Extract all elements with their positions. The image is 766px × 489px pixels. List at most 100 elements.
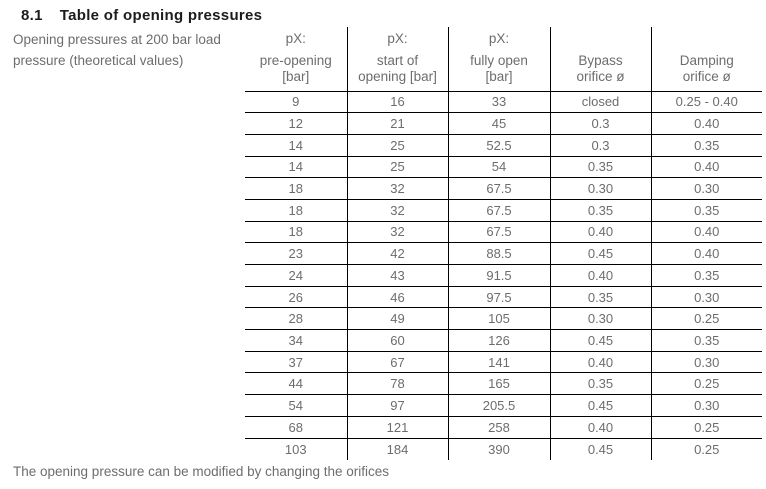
table-cell: 0.35 [549, 198, 651, 222]
table-cell: 103 [245, 437, 347, 460]
header-sub-line2: [bar] [282, 69, 310, 84]
table-row: 12 21 45 0.3 0.40 [245, 112, 762, 135]
table-cell: 105 [447, 307, 550, 330]
table-row: 18 32 67.5 0.40 0.40 [245, 220, 762, 243]
table-cell: closed [549, 90, 651, 113]
header-sub-line1: pre-opening [259, 53, 332, 68]
table-cell: 0.30 [549, 177, 651, 200]
table-cell: 0.30 [650, 350, 762, 373]
table-cell: 0.25 [650, 307, 762, 330]
table-cell: 258 [447, 415, 550, 438]
table-cell: 0.25 [650, 372, 762, 395]
table-cell: 14 [245, 133, 347, 157]
header-px-label: pX: [285, 31, 306, 46]
table-row: 26 46 97.5 0.35 0.30 [245, 285, 762, 308]
table-cell: 21 [346, 112, 448, 135]
table-cell: 32 [346, 177, 448, 200]
table-cell: 0.35 [549, 372, 651, 395]
table-row: 34 60 126 0.45 0.35 [245, 329, 762, 352]
table-description: Opening pressures at 200 bar load pressu… [13, 29, 221, 71]
table-cell: 141 [447, 350, 550, 373]
header-sub-line1: Bypass [578, 53, 623, 68]
table-cell: 49 [346, 307, 448, 330]
table-cell: 25 [346, 133, 448, 157]
table-cell: 67.5 [447, 220, 550, 243]
table-cell: 91.5 [447, 264, 550, 287]
table-cell: 14 [245, 155, 347, 178]
table-cell: 0.35 [549, 155, 651, 178]
table-cell: 184 [346, 437, 448, 460]
table-cell: 0.45 [549, 437, 651, 460]
table-cell: 0.45 [549, 242, 651, 265]
table-cell: 165 [447, 372, 550, 395]
table-cell: 88.5 [447, 242, 550, 265]
section-title: Table of opening pressures [59, 7, 263, 24]
header-bypass-orifice: Bypass orifice ø [549, 27, 651, 91]
table-cell: 0.30 [650, 394, 762, 417]
table-cell: 0.3 [549, 112, 651, 135]
table-cell: 0.35 [650, 133, 762, 157]
table-cell: 12 [245, 112, 347, 135]
table-cell: 0.30 [650, 285, 762, 308]
table-cell: 0.35 [650, 198, 762, 222]
table-cell: 32 [346, 198, 448, 222]
table-cell: 9 [245, 90, 347, 113]
table-cell: 44 [245, 372, 347, 395]
table-cell: 52.5 [447, 133, 550, 157]
table-cell: 390 [447, 437, 550, 460]
header-fully-open: pX: fully open [bar] [447, 27, 550, 91]
table-cell: 0.40 [650, 220, 762, 243]
table-cell: 24 [245, 264, 347, 287]
table-row: 14 25 52.5 0.3 0.35 [245, 133, 762, 157]
table-cell: 32 [346, 220, 448, 243]
table-cell: 0.35 [650, 329, 762, 352]
header-sub-line2: orifice ø [682, 69, 731, 84]
table-row: 44 78 165 0.35 0.25 [245, 372, 762, 395]
header-sub-line2: [bar] [485, 69, 513, 84]
table-cell: 0.40 [650, 112, 762, 135]
table-row: 14 25 54 0.35 0.40 [245, 155, 762, 178]
table-row: 28 49 105 0.30 0.25 [245, 307, 762, 330]
table-cell: 0.45 [549, 394, 651, 417]
table-body: 9 16 33 closed 0.25 - 0.40 12 21 45 0.3 0.40 14 25 5… [245, 90, 762, 460]
table-header-row: pX: pre-opening [bar] pX: start of openi… [245, 27, 762, 91]
table-row: 9 16 33 closed 0.25 - 0.40 [245, 90, 762, 113]
table-row: 24 43 91.5 0.40 0.35 [245, 264, 762, 287]
table-cell: 121 [346, 415, 448, 438]
table-cell: 0.30 [549, 307, 651, 330]
page-title: 8.1 Table of opening pressures [21, 7, 262, 24]
table-cell: 37 [245, 350, 347, 373]
table-row: 23 42 88.5 0.45 0.40 [245, 242, 762, 265]
table-cell: 45 [447, 112, 550, 135]
description-line-1: Opening pressures at 200 bar load [13, 32, 221, 47]
table-cell: 67.5 [447, 177, 550, 200]
table-cell: 23 [245, 242, 347, 265]
footer-note: The opening pressure can be modified by … [13, 464, 389, 479]
table-row: 37 67 141 0.40 0.30 [245, 350, 762, 373]
header-start-of-opening: pX: start of opening [bar] [346, 27, 448, 91]
header-px-label [551, 27, 651, 43]
table-cell: 0.40 [650, 242, 762, 265]
table-cell: 60 [346, 329, 448, 352]
table-cell: 43 [346, 264, 448, 287]
table-cell: 205.5 [447, 394, 550, 417]
table-cell: 42 [346, 242, 448, 265]
table-cell: 0.25 [650, 437, 762, 460]
table-row: 68 121 258 0.40 0.25 [245, 415, 762, 438]
table-row: 54 97 205.5 0.45 0.30 [245, 394, 762, 417]
header-px-label: pX: [387, 31, 408, 46]
header-sub-line2: opening [bar] [358, 69, 437, 84]
table-cell: 0.40 [549, 415, 651, 438]
table-cell: 54 [447, 155, 550, 178]
table-cell: 97.5 [447, 285, 550, 308]
header-px-label: pX: [488, 31, 510, 46]
table-cell: 0.25 - 0.40 [650, 90, 762, 113]
table-cell: 18 [245, 177, 347, 200]
table-cell: 46 [346, 285, 448, 308]
table-cell: 67.5 [447, 198, 550, 222]
header-sub-line2: orifice ø [576, 69, 625, 84]
table-cell: 34 [245, 329, 347, 352]
table-cell: 126 [447, 329, 550, 352]
header-sub-line1: start of [376, 53, 419, 68]
table-cell: 25 [346, 155, 448, 178]
